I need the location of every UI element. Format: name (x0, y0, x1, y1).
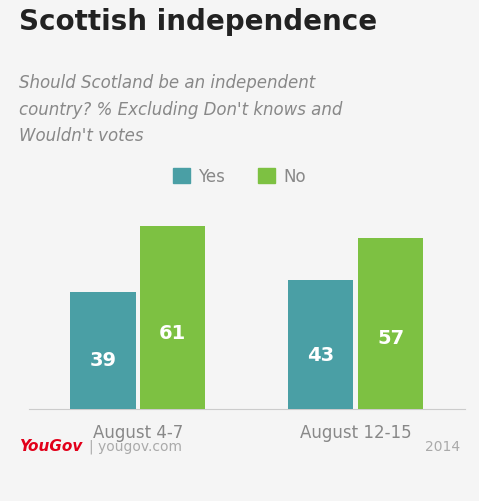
Text: YouGov: YouGov (19, 438, 82, 453)
Text: 43: 43 (307, 346, 334, 365)
Bar (358, 238, 423, 409)
Text: 61: 61 (159, 323, 186, 342)
Text: | yougov.com: | yougov.com (89, 439, 182, 453)
Text: 2014: 2014 (425, 439, 460, 453)
Text: Should Scotland be an independent
country? % Excluding Don't knows and
Wouldn't : Should Scotland be an independent countr… (19, 74, 342, 145)
Bar (288, 281, 354, 409)
Text: 39: 39 (90, 351, 116, 370)
Bar (70, 293, 136, 409)
Text: Scottish independence: Scottish independence (19, 8, 377, 36)
Legend: Yes, No: Yes, No (166, 161, 313, 193)
Bar (140, 226, 205, 409)
Text: 57: 57 (377, 328, 404, 347)
